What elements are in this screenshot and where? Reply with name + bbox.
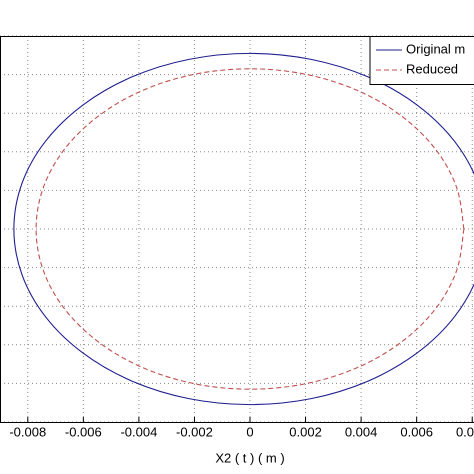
series-line [35,68,465,390]
x-tick-label: -0.008 [9,424,46,439]
legend-label: Original m [406,41,465,56]
x-tick-label: 0.008 [456,424,474,439]
x-tick-label: -0.002 [176,424,213,439]
x-tick-label: 0.002 [289,424,322,439]
x-tick-label: -0.004 [120,424,157,439]
x-tick-label: -0.006 [65,424,102,439]
plot-frame [0,36,474,423]
x-axis-label: X2 ( t ) ( m ) [215,450,284,465]
legend-box [369,36,474,85]
x-tick-label: 0.004 [345,424,378,439]
x-tick-label: 0 [246,424,253,439]
x-tick-label: 0.006 [400,424,433,439]
series-line [13,52,474,406]
legend-label: Reduced [406,61,458,76]
